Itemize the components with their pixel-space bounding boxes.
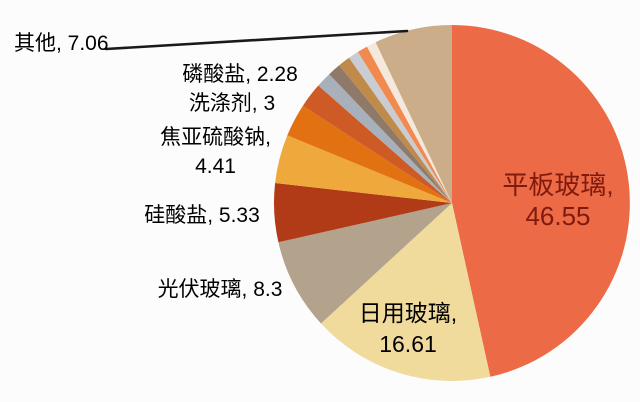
label-riyongboli: 日用玻璃, 16.61 xyxy=(328,298,488,360)
label-pingbanboli-value: 46.55 xyxy=(525,201,591,231)
pie-slice-unlabeled-11 xyxy=(357,46,452,203)
label-pingbanboli: 平板玻璃, 46.55 xyxy=(478,170,638,232)
label-jiaoyaliusuanna-name: 焦亚硫酸钠, xyxy=(160,126,271,149)
pie-slice-其他 xyxy=(375,24,452,204)
pie-slice-unlabeled-10 xyxy=(349,51,452,204)
pie-slices-group xyxy=(273,24,630,381)
label-linsuanyan: 磷酸盐, 2.28 xyxy=(182,63,298,86)
leader-line-qita xyxy=(104,29,409,51)
pie-slice-焦亚硫酸钠 xyxy=(275,135,452,203)
pie-slice-硅酸盐 xyxy=(273,183,452,243)
label-guisuanyan: 硅酸盐, 5.33 xyxy=(144,204,260,227)
label-jiaoyaliusuanna: 焦亚硫酸钠, 4.41 xyxy=(133,123,298,181)
pie-slice-日用玻璃 xyxy=(321,203,491,381)
label-qita: 其他, 7.06 xyxy=(14,32,109,55)
pie-slice-光伏玻璃 xyxy=(278,203,452,324)
pie-slice-unlabeled-9 xyxy=(339,57,452,203)
label-jiaoyaliusuanna-value: 4.41 xyxy=(195,155,236,178)
label-riyongboli-name: 日用玻璃, xyxy=(358,300,458,326)
pie-slice-unlabeled-8 xyxy=(329,65,452,203)
label-pingbanboli-name: 平板玻璃, xyxy=(502,170,614,200)
pie-slice-磷酸盐 xyxy=(302,85,452,203)
label-riyongboli-value: 16.61 xyxy=(379,331,437,357)
pie-slice-平板玻璃 xyxy=(452,25,630,377)
label-xidijie: 洗涤剂, 3 xyxy=(188,92,276,115)
pie-slice-unlabeled-12 xyxy=(367,42,452,204)
label-guangfuboli: 光伏玻璃, 8.3 xyxy=(157,278,283,301)
pie-slice-unlabeled-7 xyxy=(318,74,452,203)
pie-slice-洗涤剂 xyxy=(287,105,452,203)
